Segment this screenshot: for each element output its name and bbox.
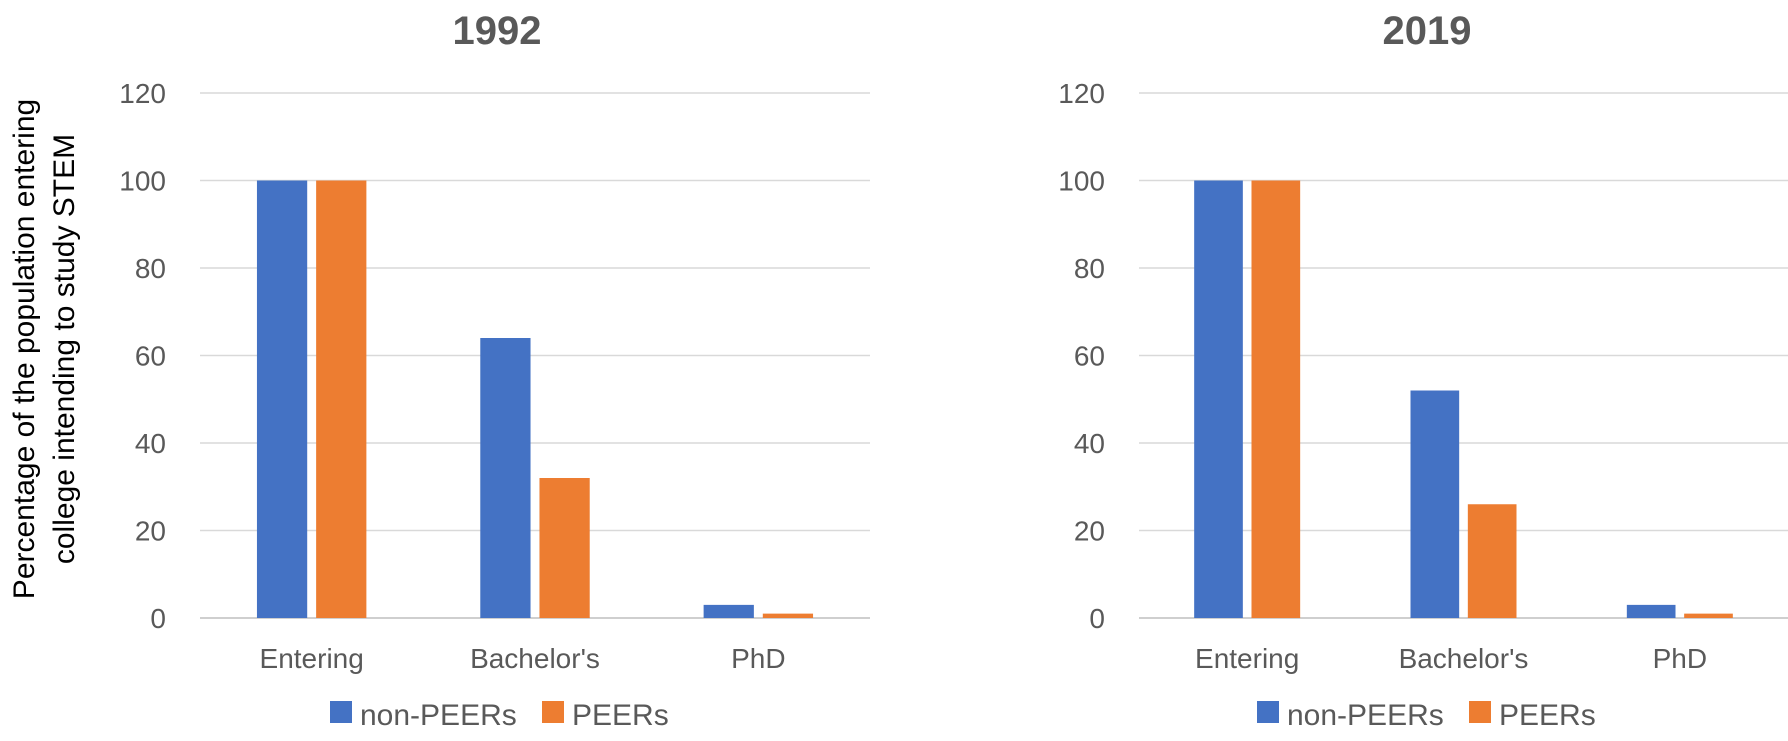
bar-non-peers-phd: [1626, 604, 1676, 618]
bar-peers-entering: [316, 180, 367, 618]
y-tick-label: 100: [119, 166, 166, 197]
y-tick-label: 20: [135, 516, 166, 547]
y-axis-label-line-1: Percentage of the population entering: [8, 99, 41, 599]
y-tick-label: 0: [150, 603, 166, 634]
y-tick-label: 60: [1074, 341, 1105, 372]
y-tick-label: 120: [1058, 78, 1105, 109]
y-tick-label: 60: [135, 341, 166, 372]
legend-label-peers: PEERs: [1499, 699, 1596, 732]
y-tick-label: 120: [119, 78, 166, 109]
x-tick-label: Entering: [260, 643, 364, 674]
bar-non-peers-phd: [703, 604, 754, 618]
legend-label-peers: PEERs: [572, 699, 669, 732]
x-tick-label: Entering: [1195, 643, 1299, 674]
chart-panel-1992: 1992 0 20 40 60 80 100 120 Entering Bachelor's PhD…: [119, 9, 870, 732]
x-tick-label: PhD: [731, 643, 785, 674]
legend-swatch-peers: [542, 701, 564, 723]
y-tick-label: 0: [1089, 603, 1105, 634]
bar-non-peers-bachelor-s: [1410, 390, 1460, 618]
y-axis-label: Percentage of the population entering co…: [8, 99, 81, 599]
legend-label-non-peers: non-PEERs: [1287, 699, 1444, 732]
bar-peers-bachelor-s: [1467, 504, 1517, 618]
y-axis-label-line-2: college intending to study STEM: [48, 134, 81, 564]
bar-non-peers-bachelor-s: [480, 338, 531, 618]
chart-panel-2019: 2019 0 20 40 60 80 100 120 Entering Bachelor's PhD…: [1058, 9, 1788, 732]
legend: non-PEERs PEERs: [330, 699, 669, 732]
bar-non-peers-entering: [1194, 180, 1243, 618]
chart-title: 2019: [1383, 9, 1472, 53]
bar-peers-phd: [762, 613, 814, 618]
legend-label-non-peers: non-PEERs: [360, 699, 517, 732]
bar-non-peers-entering: [256, 180, 308, 618]
legend: non-PEERs PEERs: [1257, 699, 1596, 732]
y-tick-label: 80: [135, 253, 166, 284]
chart-title: 1992: [453, 9, 542, 53]
y-tick-label: 40: [1074, 428, 1105, 459]
x-tick-label: Bachelor's: [470, 643, 600, 674]
legend-swatch-non-peers: [330, 701, 352, 723]
y-tick-label: 100: [1058, 166, 1105, 197]
bar-peers-bachelor-s: [539, 478, 590, 618]
x-tick-label: PhD: [1653, 643, 1707, 674]
y-tick-label: 40: [135, 428, 166, 459]
legend-swatch-peers: [1469, 701, 1491, 723]
legend-swatch-non-peers: [1257, 701, 1279, 723]
bar-peers-entering: [1251, 180, 1301, 618]
bar-peers-phd: [1684, 613, 1733, 618]
y-tick-label: 20: [1074, 516, 1105, 547]
y-tick-label: 80: [1074, 253, 1105, 284]
x-tick-label: Bachelor's: [1399, 643, 1529, 674]
